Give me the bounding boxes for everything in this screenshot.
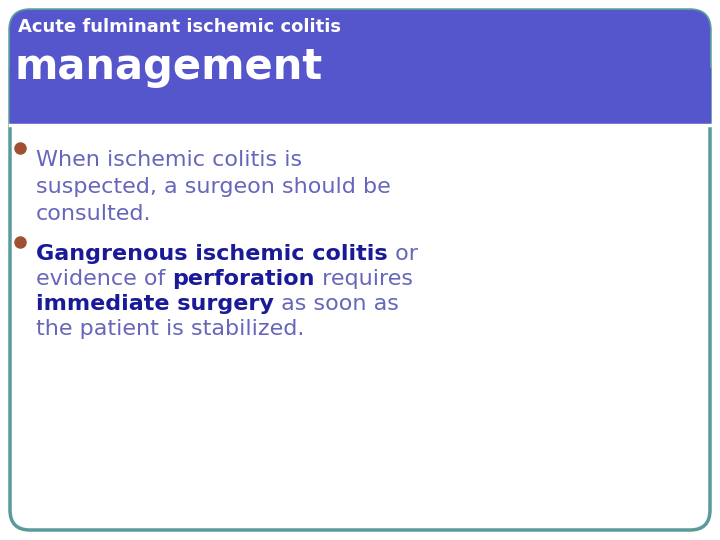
Bar bbox=[10, 68, 710, 125]
Text: evidence of: evidence of bbox=[36, 269, 173, 289]
FancyBboxPatch shape bbox=[10, 10, 710, 530]
Text: immediate surgery: immediate surgery bbox=[36, 294, 274, 314]
Text: perforation: perforation bbox=[173, 269, 315, 289]
Text: Gangrenous ischemic colitis: Gangrenous ischemic colitis bbox=[36, 245, 387, 265]
FancyBboxPatch shape bbox=[10, 10, 710, 125]
Text: When ischemic colitis is
suspected, a surgeon should be
consulted.: When ischemic colitis is suspected, a su… bbox=[36, 150, 391, 225]
Text: requires: requires bbox=[315, 269, 413, 289]
Text: the patient is stabilized.: the patient is stabilized. bbox=[36, 319, 305, 339]
Text: Acute fulminant ischemic colitis: Acute fulminant ischemic colitis bbox=[18, 18, 341, 36]
Text: or: or bbox=[387, 245, 418, 265]
Text: management: management bbox=[14, 46, 323, 88]
Text: as soon as: as soon as bbox=[274, 294, 399, 314]
